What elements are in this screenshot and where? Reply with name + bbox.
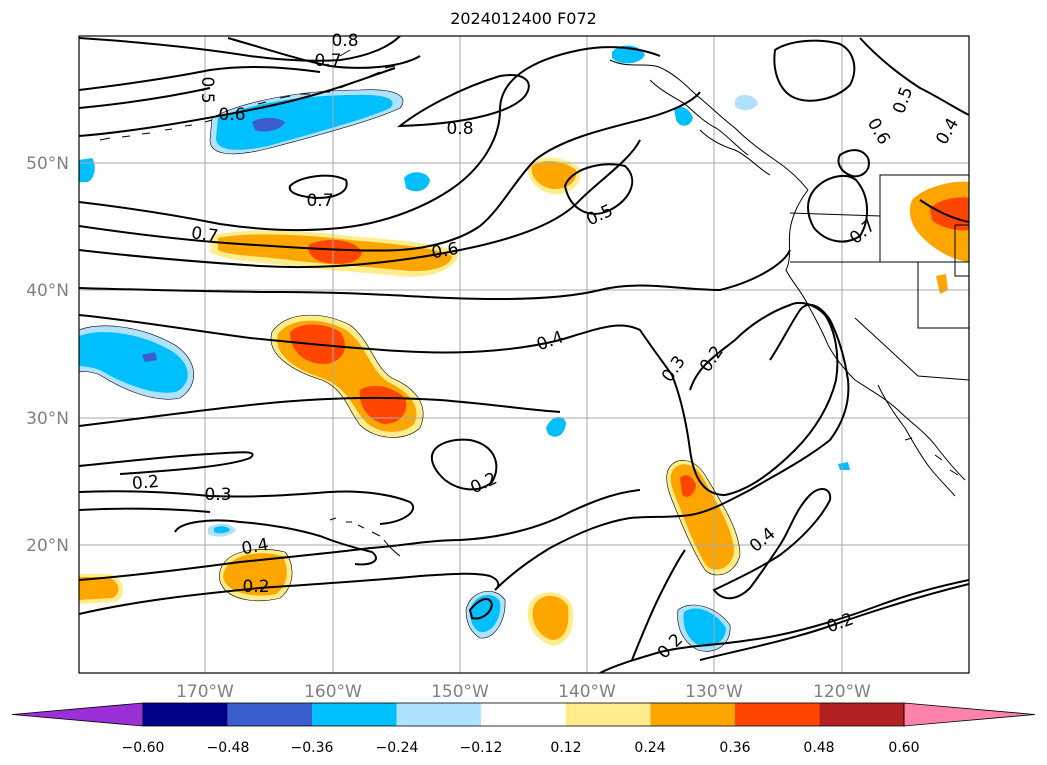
colorbar-extend-low (11, 702, 144, 727)
positive-anomaly-region (936, 274, 948, 294)
map-frame (78, 35, 970, 674)
negative-anomaly-region (79, 332, 188, 393)
positive-anomaly-region (359, 385, 407, 424)
contour-label: 0.5 (889, 84, 917, 116)
contour-label: 0.7 (846, 216, 880, 249)
colorbar-swatch (143, 703, 228, 726)
colorbar-extend-high (903, 702, 1036, 727)
colorbar-swatch (565, 703, 651, 726)
coastlines (99, 49, 969, 557)
negative-anomaly-region (546, 416, 566, 437)
negative-anomaly-region (79, 158, 95, 182)
colorbar-frame (142, 702, 905, 727)
contour-label: 0.6 (430, 239, 460, 263)
negative-anomaly-region (214, 526, 230, 534)
longitude-label: 120°W (813, 682, 871, 702)
contour-label: 0.6 (218, 105, 245, 125)
negative-anomaly-region (838, 462, 850, 470)
positive-anomaly-region (308, 239, 362, 264)
latitude-axis: 50°N 40°N 30°N 20°N (26, 154, 69, 556)
contour-label: 0.2 (824, 609, 856, 637)
contour-label: 0.5 (197, 76, 217, 103)
latitude-label: 20°N (26, 536, 69, 556)
colorbar-swatch (227, 703, 313, 726)
negative-anomaly-region (404, 172, 430, 192)
negative-anomaly-region (252, 117, 285, 132)
longitude-label: 170°W (176, 682, 234, 702)
positive-anomaly-region (680, 475, 696, 497)
positive-anomaly-region (930, 197, 969, 231)
contour-label: 0.3 (658, 352, 690, 386)
contour-label: 0.4 (240, 535, 270, 559)
colorbar-swatch (819, 703, 905, 726)
contour-label: 0.4 (534, 327, 566, 355)
longitude-axis: 170°W 160°W 150°W 140°W 130°W 120°W (176, 682, 871, 702)
longitude-label: 140°W (558, 682, 616, 702)
contour-label: 0.3 (204, 485, 231, 505)
positive-anomaly-region (223, 553, 287, 596)
contour-label: 0.7 (190, 223, 220, 247)
colorbar-tick-label: −0.12 (460, 740, 503, 756)
colorbar: −0.60 −0.48 −0.36 −0.24 −0.12 0.12 0.24 … (11, 702, 1036, 756)
colorbar-tick-label: 0.60 (888, 740, 919, 756)
colorbar-tick-label: 0.48 (803, 740, 834, 756)
contour-label: 0.7 (314, 51, 341, 71)
colorbar-ticks: −0.60 −0.48 −0.36 −0.24 −0.12 0.12 0.24 … (122, 740, 920, 756)
colorbar-tick-label: 0.12 (550, 740, 581, 756)
latitude-label: 40°N (26, 281, 69, 301)
colorbar-tick-label: 0.36 (719, 740, 750, 756)
shaded-anomaly-regions (79, 45, 969, 652)
longitude-label: 160°W (304, 682, 362, 702)
colorbar-tick-label: 0.24 (634, 740, 665, 756)
colorbar-tick-label: −0.48 (207, 740, 250, 756)
colorbar-tick-label: −0.60 (122, 740, 165, 756)
longitude-label: 130°W (685, 682, 743, 702)
contour-label: 0.6 (863, 115, 894, 148)
map-title: 2024012400 F072 (450, 9, 597, 28)
latitude-label: 50°N (26, 154, 69, 174)
colorbar-swatch (734, 703, 820, 726)
contour-label: 0.2 (131, 472, 160, 494)
contour-label: 0.8 (446, 119, 473, 139)
contour-label: 0.8 (331, 31, 358, 51)
colorbar-swatches (11, 702, 1036, 727)
contour-label: 0.5 (583, 201, 616, 231)
positive-anomaly-region (532, 595, 569, 640)
colorbar-tick-label: −0.36 (291, 740, 334, 756)
colorbar-tick-label: −0.24 (376, 740, 419, 756)
negative-anomaly-region (142, 352, 157, 362)
positive-anomaly-region (531, 161, 577, 190)
latitude-label: 30°N (26, 409, 69, 429)
colorbar-swatch (312, 703, 397, 726)
colorbar-swatch (481, 703, 566, 726)
contour-label: 0.4 (932, 115, 963, 148)
contour-lines (79, 36, 969, 673)
contour-label: 0.7 (306, 191, 333, 211)
anomaly-outlines (79, 89, 741, 652)
colorbar-swatch (396, 703, 482, 726)
positive-anomaly-region (79, 577, 119, 600)
negative-anomaly-region (674, 106, 693, 126)
negative-anomaly-region (735, 94, 758, 111)
colorbar-swatch (650, 703, 735, 726)
negative-anomaly-region (683, 608, 726, 647)
longitude-label: 150°W (431, 682, 489, 702)
contour-label: 0.2 (242, 577, 269, 597)
